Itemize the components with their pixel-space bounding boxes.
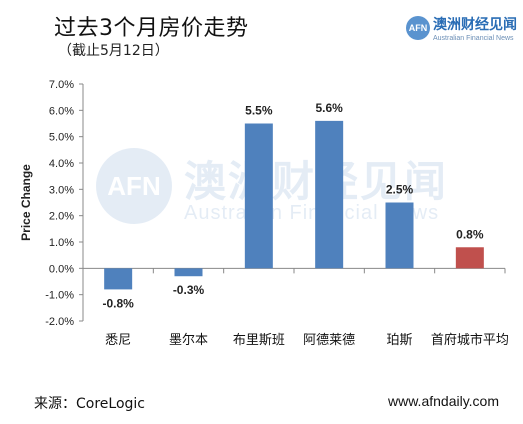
y-tick-label: 7.0% (49, 79, 74, 91)
x-tick-label: 布里斯班 (233, 333, 285, 348)
y-axis-label: Price Change (19, 164, 33, 241)
x-tick-label: 珀斯 (386, 333, 412, 348)
data-label: 2.5% (386, 183, 414, 197)
y-tick-label: 4.0% (49, 158, 74, 170)
bar (385, 202, 414, 269)
data-label: -0.8% (102, 296, 134, 310)
bar (315, 120, 344, 269)
y-tick-label: 1.0% (49, 237, 74, 249)
y-tick-label: -1.0% (45, 290, 74, 302)
website-link[interactable]: www.afndaily.com (388, 393, 500, 409)
y-tick-label: 0.0% (49, 263, 74, 275)
brand-name-cn: 澳洲财经见闻 (433, 17, 517, 33)
data-label: 5.6% (315, 101, 343, 115)
source-note: 来源：CoreLogic (34, 396, 145, 412)
chart-title: 过去3个月房价走势 (54, 16, 249, 41)
brand-logo[interactable]: AFN 澳洲财经见闻 Australian Financial News (406, 14, 518, 48)
y-tick-label: 2.0% (49, 211, 74, 223)
y-tick-label: -2.0% (45, 316, 74, 328)
y-tick-label: 3.0% (49, 184, 74, 196)
bar (104, 268, 133, 290)
data-label: 5.5% (245, 104, 273, 118)
chart-subtitle: （截止5月12日） (58, 43, 169, 59)
data-label: -0.3% (173, 283, 205, 297)
x-tick-label: 首府城市平均 (431, 332, 509, 348)
x-tick-label: 悉尼 (105, 333, 131, 348)
y-tick-label: 6.0% (49, 105, 74, 117)
x-tick-label: 墨尔本 (169, 333, 208, 348)
brand-name-en: Australian Financial News (433, 35, 514, 42)
data-label: 0.8% (456, 227, 484, 241)
bar (174, 268, 203, 277)
bar (455, 247, 484, 269)
bar (244, 123, 273, 269)
x-tick-label: 阿德莱德 (303, 333, 355, 348)
y-tick-label: 5.0% (49, 132, 74, 144)
afn-logo-icon: AFN (406, 16, 430, 40)
